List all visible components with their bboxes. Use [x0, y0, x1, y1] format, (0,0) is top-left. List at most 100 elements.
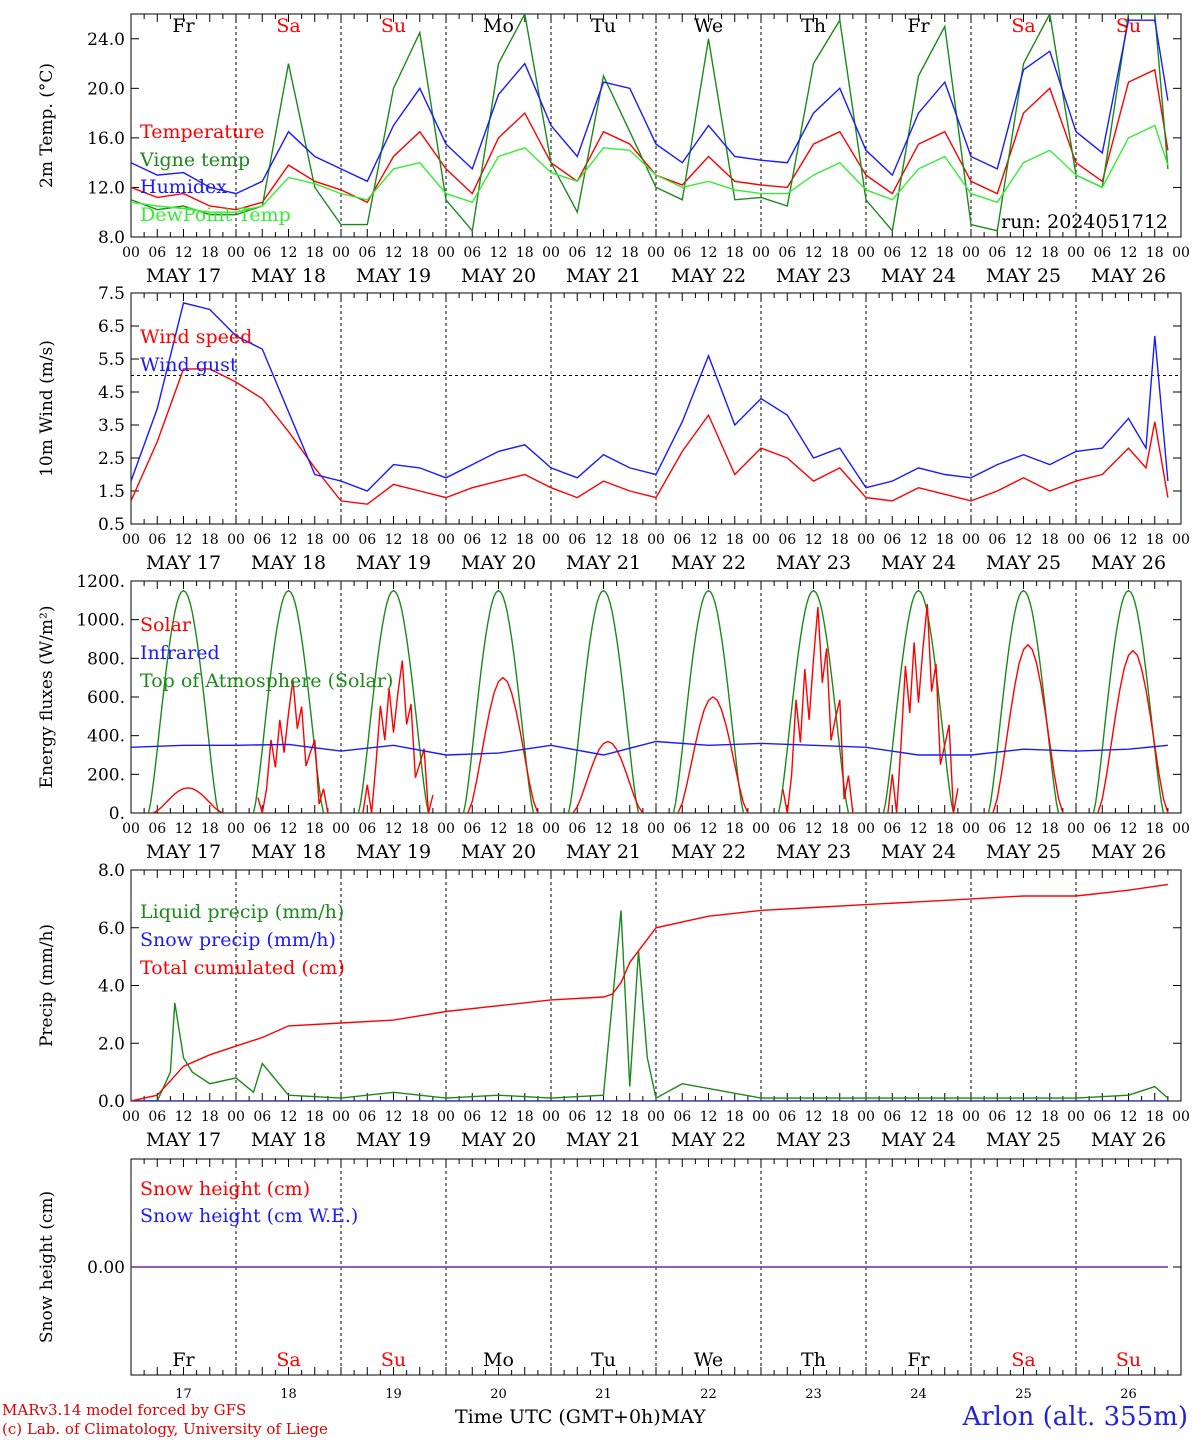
hour-tick-label: 12: [910, 1109, 928, 1125]
solar-curve: [572, 740, 644, 813]
hour-tick-label: 12: [1120, 245, 1138, 261]
hour-tick-label: 18: [726, 532, 744, 548]
day-number-label: 25: [1015, 1387, 1032, 1402]
ytick-label: 3.5: [98, 416, 125, 436]
solar-curve: [782, 606, 854, 813]
solar-curve: [1097, 649, 1169, 813]
ytick-label: 6.0: [98, 919, 125, 939]
date-label: MAY 23: [776, 841, 851, 863]
hour-tick-label: 06: [988, 532, 1006, 548]
y-axis-label: 10m Wind (m/s): [37, 340, 57, 477]
day-label: We: [694, 1349, 723, 1371]
date-label: MAY 20: [461, 1129, 536, 1151]
hour-tick-label: 18: [726, 1109, 744, 1125]
solar-curve: [992, 643, 1064, 813]
date-label: MAY 17: [146, 1129, 221, 1151]
hour-tick-label: 00: [122, 532, 140, 548]
legend-entry: Wind speed: [140, 326, 252, 348]
hour-tick-label: 12: [1120, 1109, 1138, 1125]
hour-tick-label: 00: [1067, 1109, 1085, 1125]
hour-tick-label: 00: [437, 1109, 455, 1125]
day-number-label: 17: [175, 1387, 192, 1402]
hour-tick-label: 06: [673, 1109, 691, 1125]
hour-tick-label: 18: [411, 245, 429, 261]
hour-tick-label: 06: [568, 821, 586, 837]
time-axis-label: Time UTC (GMT+0h)MAY: [455, 1406, 706, 1428]
legend-entry: DewPoint Temp: [140, 204, 291, 226]
day-label: Su: [381, 1349, 406, 1371]
day-label: Sa: [276, 15, 300, 37]
date-label: MAY 20: [461, 841, 536, 863]
day-label: Fr: [172, 1349, 195, 1371]
date-label: MAY 17: [146, 552, 221, 574]
panel-5: [130, 1158, 1182, 1376]
legend-entry: Infrared: [140, 642, 220, 664]
date-label: MAY 20: [461, 552, 536, 574]
panel-4: [130, 869, 1182, 1102]
day-label: Fr: [907, 1349, 930, 1371]
solar-curve: [467, 676, 539, 813]
model-credit: MARv3.14 model forced by GFS: [2, 1401, 247, 1419]
day-number-label: 20: [490, 1387, 507, 1402]
hour-tick-label: 06: [253, 1109, 271, 1125]
hour-tick-label: 06: [1093, 1109, 1111, 1125]
date-label: MAY 21: [566, 841, 641, 863]
date-label: MAY 17: [146, 841, 221, 863]
hour-tick-label: 12: [385, 821, 403, 837]
hour-tick-label: 06: [148, 245, 166, 261]
hour-tick-label: 18: [936, 1109, 954, 1125]
day-number-label: 26: [1120, 1387, 1137, 1402]
hour-tick-label: 00: [752, 245, 770, 261]
hour-tick-label: 18: [936, 532, 954, 548]
date-label: MAY 21: [566, 552, 641, 574]
date-label: MAY 26: [1091, 552, 1166, 574]
hour-tick-label: 12: [595, 1109, 613, 1125]
solar-curve: [362, 660, 434, 813]
date-label: MAY 17: [146, 265, 221, 287]
ytick-label: 1.5: [98, 482, 125, 502]
hour-tick-label: 06: [358, 245, 376, 261]
hour-tick-label: 06: [148, 1109, 166, 1125]
day-label: Sa: [1011, 1349, 1035, 1371]
date-label: MAY 26: [1091, 1129, 1166, 1151]
toa-solar-curve: [882, 589, 955, 813]
hour-tick-label: 12: [280, 245, 298, 261]
hour-tick-label: 06: [253, 532, 271, 548]
hour-tick-label: 18: [201, 532, 219, 548]
ytick-label: 0.: [109, 804, 125, 824]
copyright-credit: (c) Lab. of Climatology, University of L…: [2, 1420, 328, 1438]
day-number-label: 21: [595, 1387, 612, 1402]
hour-tick-label: 06: [568, 1109, 586, 1125]
date-label: MAY 18: [251, 841, 326, 863]
day-number-label: 19: [385, 1387, 402, 1402]
hour-tick-label: 18: [201, 821, 219, 837]
hour-tick-label: 06: [988, 245, 1006, 261]
hour-tick-label: 06: [1093, 532, 1111, 548]
hour-tick-label: 06: [673, 245, 691, 261]
day-label: Tu: [591, 15, 616, 37]
hour-tick-label: 00: [227, 532, 245, 548]
date-label: MAY 25: [986, 841, 1061, 863]
hour-tick-label: 00: [332, 245, 350, 261]
hour-tick-label: 06: [463, 532, 481, 548]
date-label: MAY 25: [986, 552, 1061, 574]
day-label: Tu: [591, 1349, 616, 1371]
hour-tick-label: 00: [752, 532, 770, 548]
hour-tick-label: 12: [1015, 821, 1033, 837]
hour-tick-label: 12: [910, 821, 928, 837]
hour-tick-label: 00: [542, 532, 560, 548]
hour-tick-label: 06: [883, 821, 901, 837]
legend-entry: Wind gust: [140, 354, 238, 376]
total-cumulated-cm-line: [131, 883, 1169, 1101]
ytick-label: 8.0: [98, 228, 125, 248]
hour-tick-label: 00: [962, 821, 980, 837]
toa-solar-curve: [987, 589, 1060, 813]
date-label: MAY 19: [356, 841, 431, 863]
date-label: MAY 24: [881, 552, 956, 574]
date-label: MAY 23: [776, 265, 851, 287]
hour-tick-label: 00: [752, 821, 770, 837]
day-label: Su: [381, 15, 406, 37]
hour-tick-label: 06: [988, 821, 1006, 837]
legend-entry: Snow precip (mm/h): [140, 929, 336, 951]
solar-curve: [152, 787, 224, 813]
